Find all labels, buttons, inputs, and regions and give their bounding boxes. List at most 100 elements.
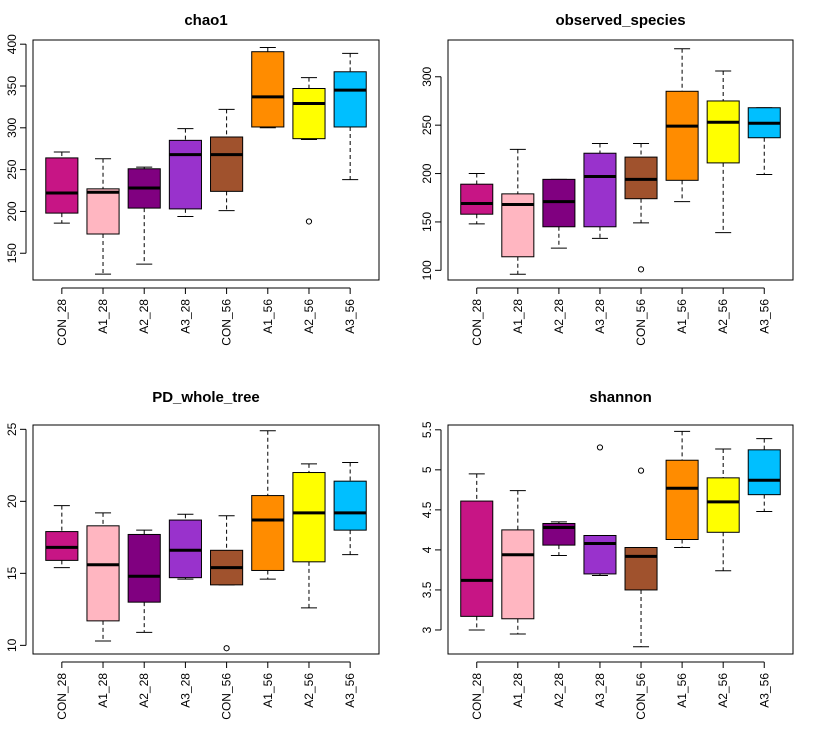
y-tick-label: 400 xyxy=(5,34,19,54)
y-tick-label: 350 xyxy=(5,76,19,96)
box-body xyxy=(127,533,161,603)
x-tick-label: A3_28 xyxy=(178,673,192,708)
plot-frame xyxy=(32,39,380,281)
x-tick-label: A3_56 xyxy=(343,299,357,334)
y-tick-label: 300 xyxy=(420,66,434,86)
box-A3_28 xyxy=(583,444,617,577)
box-A1_28 xyxy=(86,512,120,642)
box-CON_28 xyxy=(45,505,79,569)
box-body xyxy=(501,529,535,620)
box-A3_28 xyxy=(168,513,202,580)
box-A1_28 xyxy=(501,490,535,635)
x-tick-label: A3_28 xyxy=(178,299,192,334)
box-CON_56 xyxy=(210,108,244,212)
box-body xyxy=(624,547,658,591)
x-tick-label: A1_28 xyxy=(96,299,110,334)
panel-title: PD_whole_tree xyxy=(152,389,260,406)
panel-chao1: chao1 150 200 250 300 350 400 CON_28 A1_28 A2_28 A… xyxy=(5,12,380,346)
box-A2_56 xyxy=(706,448,740,572)
plot-frame xyxy=(447,39,794,281)
box-A3_28 xyxy=(583,143,617,239)
y-tick-label: 4.5 xyxy=(420,501,434,518)
box-A2_28 xyxy=(542,178,576,249)
box-body xyxy=(251,51,285,128)
box-body xyxy=(747,449,781,496)
x-tick-label: A1_56 xyxy=(261,299,275,334)
panel-title: shannon xyxy=(589,389,652,406)
y-tick-label: 5.5 xyxy=(420,421,434,438)
box-CON_28 xyxy=(45,151,79,224)
x-tick-label: A2_56 xyxy=(716,673,730,708)
x-tick-label: CON_56 xyxy=(220,299,234,346)
x-tick-label: A2_28 xyxy=(552,299,566,334)
outlier-point xyxy=(223,645,230,652)
box-body xyxy=(665,90,699,181)
y-tick-label: 5 xyxy=(420,466,434,473)
box-A2_28 xyxy=(542,521,576,557)
box-CON_28 xyxy=(460,173,494,225)
box-body xyxy=(292,88,326,140)
y-tick-label: 250 xyxy=(420,115,434,135)
y-tick-label: 100 xyxy=(420,260,434,280)
x-tick-label: A3_56 xyxy=(343,673,357,708)
box-body xyxy=(45,157,79,214)
box-body xyxy=(583,534,617,575)
box-A3_56 xyxy=(333,52,367,181)
x-tick-label: A1_28 xyxy=(511,299,525,334)
outlier-point xyxy=(305,218,313,225)
box-A2_56 xyxy=(706,70,740,234)
x-tick-label: A1_28 xyxy=(511,673,525,708)
box-body xyxy=(86,525,120,622)
x-tick-label: A1_56 xyxy=(675,673,689,708)
outlier-point xyxy=(637,467,645,474)
x-tick-label: A1_28 xyxy=(96,673,110,708)
x-tick-label: A2_56 xyxy=(716,299,730,334)
plot-frame xyxy=(447,424,794,655)
x-tick-label: A3_56 xyxy=(757,673,771,708)
y-tick-label: 200 xyxy=(5,201,19,221)
x-tick-label: A2_56 xyxy=(302,299,316,334)
box-CON_56 xyxy=(624,143,658,273)
panel-observed-species: observed_species 100 150 200 250 300 CON_28 A1_… xyxy=(420,12,794,346)
box-A2_28 xyxy=(127,166,161,265)
y-tick-label: 150 xyxy=(420,212,434,232)
box-body xyxy=(210,136,244,192)
x-tick-label: CON_28 xyxy=(470,673,484,720)
box-body xyxy=(333,480,367,531)
x-tick-label: A3_56 xyxy=(757,299,771,334)
box-A1_56 xyxy=(665,48,699,203)
y-tick-label: 200 xyxy=(420,163,434,183)
box-A3_56 xyxy=(747,438,781,512)
x-tick-label: CON_56 xyxy=(634,299,648,346)
x-tick-label: CON_28 xyxy=(55,299,69,346)
y-tick-label: 25 xyxy=(5,422,19,436)
x-tick-label: CON_56 xyxy=(634,673,648,720)
y-tick-label: 3.5 xyxy=(420,581,434,598)
panel-PD-whole-tree: PD_whole_tree 10 15 20 25 CON_28 A1_28 A2_28 A3_… xyxy=(5,389,380,720)
outlier-point xyxy=(637,266,645,273)
box-body xyxy=(583,152,617,228)
outlier-point xyxy=(596,444,604,451)
box-A1_28 xyxy=(86,158,120,275)
box-body xyxy=(86,188,120,235)
y-tick-label: 300 xyxy=(5,117,19,137)
box-A1_56 xyxy=(251,47,285,129)
box-A3_56 xyxy=(333,461,367,556)
y-tick-label: 3 xyxy=(420,626,434,633)
y-tick-label: 4 xyxy=(420,546,434,553)
x-tick-label: A2_28 xyxy=(552,673,566,708)
box-body xyxy=(168,139,202,210)
x-tick-label: A1_56 xyxy=(261,673,275,708)
x-tick-label: A1_56 xyxy=(675,299,689,334)
panel-title: observed_species xyxy=(555,12,685,29)
x-tick-label: CON_28 xyxy=(55,673,69,720)
box-A3_56 xyxy=(747,107,781,176)
box-A3_28 xyxy=(168,128,202,217)
y-tick-label: 20 xyxy=(5,494,19,508)
box-body xyxy=(460,500,494,617)
box-body xyxy=(333,71,367,128)
x-tick-label: A3_28 xyxy=(593,673,607,708)
box-body xyxy=(706,100,740,164)
box-CON_28 xyxy=(460,473,494,631)
